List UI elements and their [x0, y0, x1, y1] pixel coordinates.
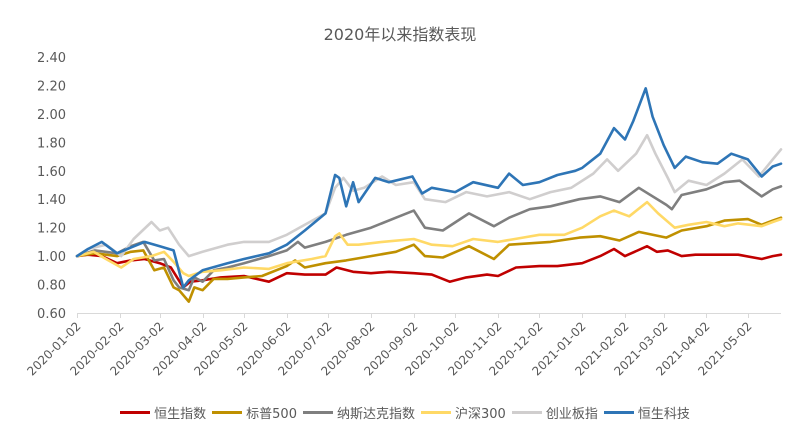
legend-swatch: [603, 411, 634, 414]
legend-swatch: [212, 411, 243, 414]
series-line-5: [75, 87, 783, 289]
legend-swatch: [511, 411, 542, 414]
y-tick-label: 1.00: [37, 250, 66, 265]
x-axis: 2020-01-022020-02-022020-03-022020-04-02…: [24, 313, 781, 378]
y-axis: 0.60 0.80 1.00 1.20 1.40 1.60 1.80 2.00 2.20 2.40: [37, 51, 66, 322]
legend-label: 标普500: [246, 407, 297, 422]
legend-item: 标普500: [212, 403, 297, 422]
y-tick-label: 2.00: [37, 108, 66, 123]
y-tick-label: 2.20: [37, 79, 66, 94]
series-lines: [75, 87, 783, 303]
legend-swatch: [120, 411, 151, 414]
series-line-3: [75, 200, 783, 278]
series-line-4: [75, 133, 783, 258]
series-line-1: [75, 216, 783, 303]
legend-item: 恒生科技: [603, 403, 690, 422]
y-tick-label: 1.40: [37, 193, 66, 208]
legend-label: 恒生指数: [154, 407, 207, 422]
y-tick-label: 1.80: [37, 136, 66, 151]
y-tick-label: 1.60: [37, 165, 66, 180]
legend-label: 沪深300: [455, 407, 506, 422]
legend-item: 沪深300: [421, 403, 506, 422]
legend-swatch: [421, 411, 451, 414]
legend-label: 纳斯达克指数: [336, 407, 415, 422]
legend-label: 恒生科技: [637, 407, 690, 422]
legend-item: 恒生指数: [120, 403, 206, 422]
legend-item: 创业板指: [511, 403, 598, 422]
y-tick-label: 0.60: [37, 307, 66, 322]
legend-swatch: [302, 411, 333, 414]
chart-title: 2020年以来指数表现: [323, 25, 477, 44]
legend-label: 创业板指: [545, 407, 598, 422]
series-line-2: [75, 179, 783, 292]
y-tick-label: 1.20: [37, 222, 66, 237]
series-line-0: [75, 244, 783, 289]
y-tick-label: 2.40: [37, 51, 66, 66]
legend: 恒生指数 标普500 纳斯达克指数 沪深300 创业板指 恒生科技: [100, 403, 710, 422]
y-tick-label: 0.80: [37, 279, 66, 294]
legend-item: 纳斯达克指数: [302, 403, 415, 422]
